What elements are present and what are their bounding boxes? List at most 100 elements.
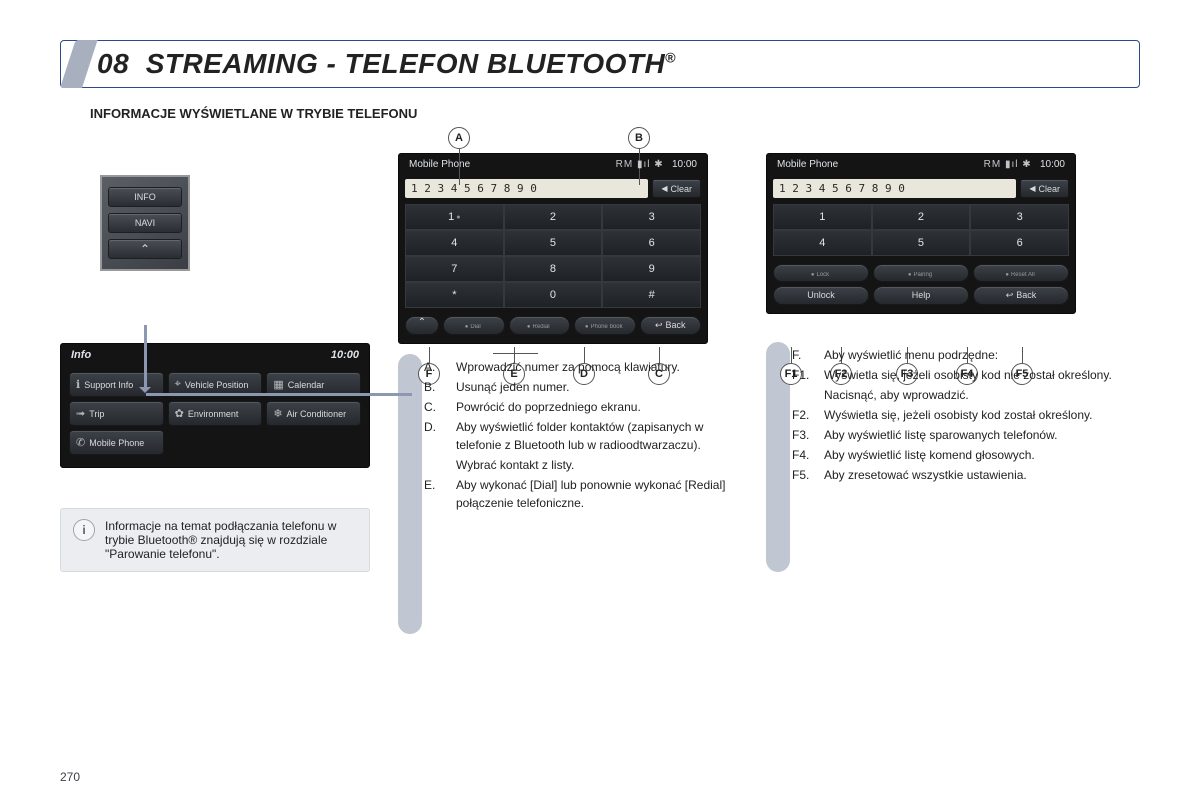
txt-F3: Aby wyświetlić listę sparowanych telefon…: [824, 426, 1116, 444]
phone-submenu-screen: Mobile Phone RM ▮ıl ✱ 10:00 1 2 3 4 5 6 …: [766, 153, 1076, 314]
txt-E: Aby wykonać [Dial] lub ponownie wykonać …: [456, 476, 748, 512]
info-chip-ac[interactable]: ❄Air Conditioner: [266, 401, 361, 426]
keypad-5[interactable]: 5: [504, 230, 603, 256]
ac-icon: ❄: [273, 407, 282, 420]
device-buttons-thumb: INFO NAVI ⌃: [100, 175, 190, 271]
txt-F2: Wyświetla się, jeżeli osobisty kod zosta…: [824, 406, 1116, 424]
pairing-button[interactable]: ●Pairing: [873, 264, 969, 282]
keypad-b-5[interactable]: 5: [872, 230, 971, 256]
txt-D2: Wybrać kontakt z listy.: [456, 456, 748, 474]
arrow-down: [144, 325, 147, 391]
list-pill-decoration: [398, 354, 422, 634]
keypad-b-3[interactable]: 3: [970, 204, 1069, 230]
txt-F5: Aby zresetować wszystkie ustawienia.: [824, 466, 1116, 484]
keypad-b-1[interactable]: 1: [773, 204, 872, 230]
status-icons: RM ▮ıl ✱: [616, 159, 664, 170]
lbl-F2: F2.: [792, 406, 816, 424]
phone-time: 10:00: [672, 159, 697, 170]
keypad-3[interactable]: 3: [602, 204, 701, 230]
txt-F1: Wyświetla się, jeżeli osobisty kod nie z…: [824, 366, 1116, 384]
device-key-info[interactable]: INFO: [108, 187, 182, 207]
info-screen-time: 10:00: [331, 349, 359, 361]
phone-title: Mobile Phone: [409, 159, 470, 170]
lbl-F: F.: [792, 346, 816, 364]
dial-input-b[interactable]: 1 2 3 4 5 6 7 8 9 0: [773, 179, 1016, 198]
callout-list-f: F. Aby wyświetlić menu podrzędne: F1. Wyśw…: [766, 346, 1116, 484]
clear-button[interactable]: Clear: [652, 179, 701, 198]
keypad-b-4[interactable]: 4: [773, 230, 872, 256]
note-text: Informacje na temat podłączania telefonu…: [105, 519, 357, 561]
lock-button[interactable]: ●Lock: [773, 264, 869, 282]
keypad-6[interactable]: 6: [602, 230, 701, 256]
lbl-C: C.: [424, 398, 448, 416]
lbl-F3: F3.: [792, 426, 816, 444]
column-middle: A B Mobile Phone RM ▮ıl ✱ 10:00 1 2 3 4 …: [398, 135, 748, 514]
callout-B: B: [628, 127, 650, 149]
arrow-right: [146, 393, 412, 396]
txt-A: Wprowadzić numer za pomocą klawiatury.: [456, 358, 748, 376]
keypad-0[interactable]: 0: [504, 282, 603, 308]
callout-list-a: A. Wprowadzić numer za pomocą klawiatury.…: [398, 358, 748, 512]
note-icon: i: [73, 519, 95, 541]
keypad-7[interactable]: 7: [405, 256, 504, 282]
keypad-star[interactable]: *: [405, 282, 504, 308]
callout-line-A: [459, 149, 460, 185]
lbl-E: E.: [424, 476, 448, 512]
clear-button-b[interactable]: Clear: [1020, 179, 1069, 198]
device-key-navi[interactable]: NAVI: [108, 213, 182, 233]
info-note: i Informacje na temat podłączania telefo…: [60, 508, 370, 572]
column-right: Mobile Phone RM ▮ıl ✱ 10:00 1 2 3 4 5 6 …: [766, 135, 1116, 486]
trip-icon: ➟: [76, 407, 85, 420]
environment-icon: ✿: [175, 407, 184, 420]
back-button-b[interactable]: Back: [973, 286, 1069, 305]
lbl-F5: F5.: [792, 466, 816, 484]
section-title: 08 STREAMING - TELEFON BLUETOOTH®: [97, 48, 676, 80]
info-chip-env[interactable]: ✿Environment: [168, 401, 263, 426]
keypad-b-6[interactable]: 6: [970, 230, 1069, 256]
keypad-8[interactable]: 8: [504, 256, 603, 282]
section-name: STREAMING - TELEFON BLUETOOTH: [146, 48, 666, 79]
lbl-F1: F1.: [792, 366, 816, 384]
info-chip-phone[interactable]: ✆Mobile Phone: [69, 430, 164, 455]
txt-F: Aby wyświetlić menu podrzędne:: [824, 346, 1116, 364]
title-tab-decoration: [60, 40, 98, 88]
txt-D: Aby wyświetlić folder kontaktów (zapisan…: [456, 418, 748, 454]
registered-mark: ®: [665, 50, 676, 66]
keypad-hash[interactable]: #: [602, 282, 701, 308]
section-title-banner: 08 STREAMING - TELEFON BLUETOOTH®: [60, 40, 1140, 88]
info-menu-screen: Info 10:00 ℹSupport Info ⌖Vehicle Positi…: [60, 343, 370, 468]
info-icon: ℹ: [76, 378, 80, 391]
phonebook-button[interactable]: ●Phone book: [574, 316, 636, 335]
dial-button[interactable]: ●Dial: [443, 316, 505, 335]
lbl-A: A.: [424, 358, 448, 376]
txt-F4: Aby wyświetlić listę komend głosowych.: [824, 446, 1116, 464]
status-icons-b: RM ▮ıl ✱: [984, 159, 1032, 170]
back-button[interactable]: Back: [640, 316, 702, 335]
keypad-1[interactable]: 1●: [405, 204, 504, 230]
lbl-F4: F4.: [792, 446, 816, 464]
keypad-9[interactable]: 9: [602, 256, 701, 282]
column-left: INFO NAVI ⌃ Info 10:00 ℹSupport Info ⌖Ve…: [60, 135, 380, 572]
device-key-up[interactable]: ⌃: [108, 239, 182, 259]
page-number: 270: [60, 770, 80, 784]
phone-dial-screen: Mobile Phone RM ▮ıl ✱ 10:00 1 2 3 4 5 6 …: [398, 153, 708, 344]
keypad-b-2[interactable]: 2: [872, 204, 971, 230]
subsection-title: INFORMACJE WYŚWIETLANE W TRYBIE TELEFONU: [90, 106, 1140, 121]
dial-input[interactable]: 1 2 3 4 5 6 7 8 9 0: [405, 179, 648, 198]
caret-button[interactable]: [405, 316, 439, 335]
keypad-2[interactable]: 2: [504, 204, 603, 230]
keypad-4[interactable]: 4: [405, 230, 504, 256]
redial-button[interactable]: ●Redial: [509, 316, 571, 335]
txt-F1b: Nacisnąć, aby wprowadzić.: [824, 386, 1116, 404]
txt-B: Usunąć jeden numer.: [456, 378, 748, 396]
info-chip-trip[interactable]: ➟Trip: [69, 401, 164, 426]
txt-C: Powrócić do poprzedniego ekranu.: [456, 398, 748, 416]
help-button[interactable]: Help: [873, 286, 969, 305]
lbl-D: D.: [424, 418, 448, 454]
unlock-button[interactable]: Unlock: [773, 286, 869, 305]
callout-A: A: [448, 127, 470, 149]
phone-time-b: 10:00: [1040, 159, 1065, 170]
callout-hline-E: [493, 353, 538, 354]
calendar-icon: ▦: [273, 378, 283, 391]
reset-button[interactable]: ●Reset All: [973, 264, 1069, 282]
